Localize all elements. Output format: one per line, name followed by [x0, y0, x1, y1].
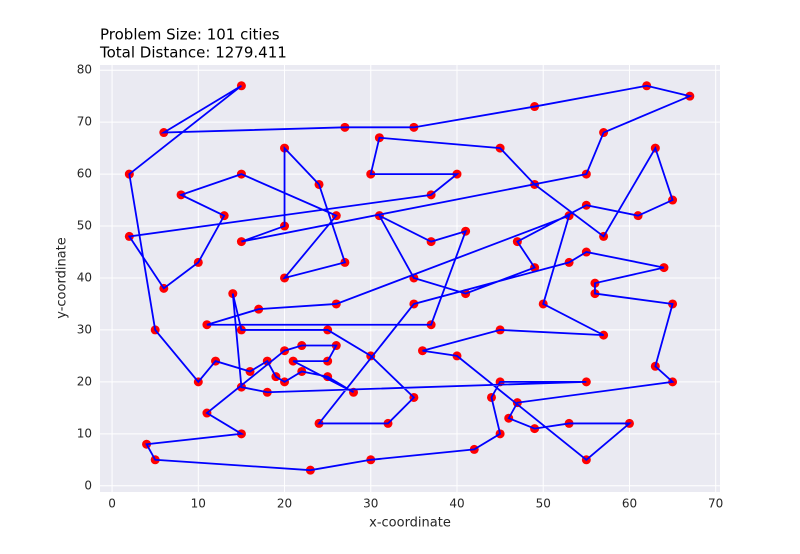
x-tick-label: 50 [536, 497, 551, 511]
route-line [127, 84, 693, 472]
y-tick-label: 30 [77, 322, 92, 336]
y-tick-label: 10 [77, 426, 92, 440]
x-tick-label: 70 [708, 497, 723, 511]
y-tick-label: 80 [77, 63, 92, 77]
chart-title: Problem Size: 101 cities [100, 26, 280, 44]
x-tick-label: 0 [108, 497, 116, 511]
x-tick-label: 30 [363, 497, 378, 511]
x-tick-label: 20 [277, 497, 292, 511]
chart-subtitle: Total Distance: 1279.411 [99, 44, 287, 62]
y-tick-label: 20 [77, 374, 92, 388]
y-tick-label: 50 [77, 219, 92, 233]
y-tick-label: 40 [77, 270, 92, 284]
x-axis-label: x-coordinate [369, 516, 451, 531]
x-tick-label: 40 [449, 497, 464, 511]
x-tick-label: 10 [191, 497, 206, 511]
y-axis-label: y-coordinate [55, 237, 70, 319]
x-tick-label: 60 [622, 497, 637, 511]
y-tick-label: 0 [84, 478, 92, 492]
y-tick-label: 70 [77, 115, 92, 129]
y-tick-label: 60 [77, 167, 92, 181]
